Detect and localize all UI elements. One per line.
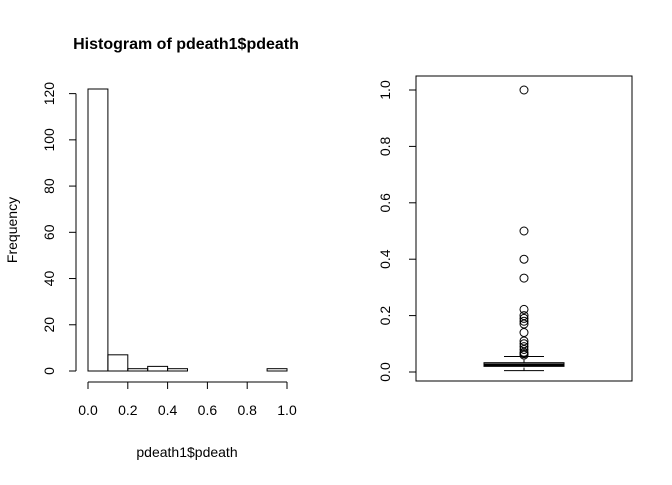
histogram-bar: [127, 368, 149, 372]
boxplot-y-tick-label: 0.4: [377, 249, 393, 269]
boxplot-outlier-point: [519, 304, 529, 314]
boxplot-y-tick-label: 0.6: [377, 193, 393, 213]
histogram-y-axis-label: Frequency: [4, 197, 20, 263]
histogram-bar: [107, 354, 129, 372]
histogram-y-tick-label: 20: [41, 317, 57, 333]
boxplot-outlier-point: [519, 254, 529, 264]
boxplot-outlier-point: [519, 328, 529, 338]
histogram-bar: [167, 368, 189, 372]
histogram-panel: Histogram of pdeath1$pdeath pdeath1$pdea…: [4, 36, 299, 460]
histogram-x-tick-label: 0.0: [78, 402, 98, 418]
histogram-x-axis-label: pdeath1$pdeath: [136, 444, 237, 460]
histogram-x-tick-label: 1.0: [277, 402, 297, 418]
histogram-y-tick-label: 120: [41, 82, 57, 106]
histogram-y-tick-label: 100: [41, 128, 57, 152]
histogram-title: Histogram of pdeath1$pdeath: [73, 36, 299, 53]
histogram-x-tick-label: 0.4: [158, 402, 178, 418]
boxplot-outliers: [519, 85, 529, 360]
boxplot-outlier-point: [519, 85, 529, 95]
boxplot-outlier-point: [519, 350, 529, 360]
boxplot-frame: [415, 75, 633, 382]
boxplot-y-axis: 0.0 0.2 0.4 0.6 0.8 1.0: [377, 80, 417, 382]
histogram-x-tick-label: 0.8: [237, 402, 257, 418]
boxplot-outlier-point: [519, 344, 529, 354]
boxplot-outlier-point: [519, 313, 529, 323]
histogram-x-tick-label: 0.2: [118, 402, 138, 418]
boxplot-outlier-point: [519, 226, 529, 236]
boxplot-y-tick-label: 0.8: [377, 136, 393, 156]
boxplot-box: [483, 355, 565, 372]
boxplot-panel: 0.0 0.2 0.4 0.6 0.8 1.0: [377, 75, 633, 382]
histogram-bar: [87, 88, 109, 372]
histogram-bars: [87, 88, 288, 372]
boxplot-y-tick-label: 1.0: [377, 80, 393, 100]
boxplot-outlier-point: [519, 316, 529, 326]
histogram-y-tick-label: 0: [41, 367, 57, 375]
histogram-y-tick-label: 60: [41, 224, 57, 240]
histogram-y-tick-label: 40: [41, 271, 57, 287]
histogram-y-tick-label: 80: [41, 178, 57, 194]
boxplot-y-tick-label: 0.0: [377, 362, 393, 382]
boxplot-y-tick-label: 0.2: [377, 306, 393, 326]
histogram-x-axis: 0.0 0.2 0.4 0.6 0.8 1.0: [78, 381, 297, 418]
boxplot-outlier-point: [519, 273, 529, 283]
histogram-x-tick-label: 0.6: [198, 402, 218, 418]
histogram-bar: [266, 368, 288, 372]
histogram-bar: [147, 365, 169, 372]
histogram-y-axis: 0 20 40 60 80 100 120: [41, 82, 77, 375]
